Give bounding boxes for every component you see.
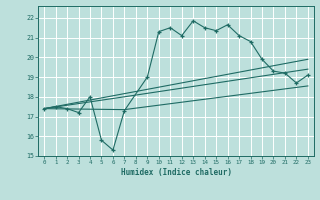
X-axis label: Humidex (Indice chaleur): Humidex (Indice chaleur) — [121, 168, 231, 177]
